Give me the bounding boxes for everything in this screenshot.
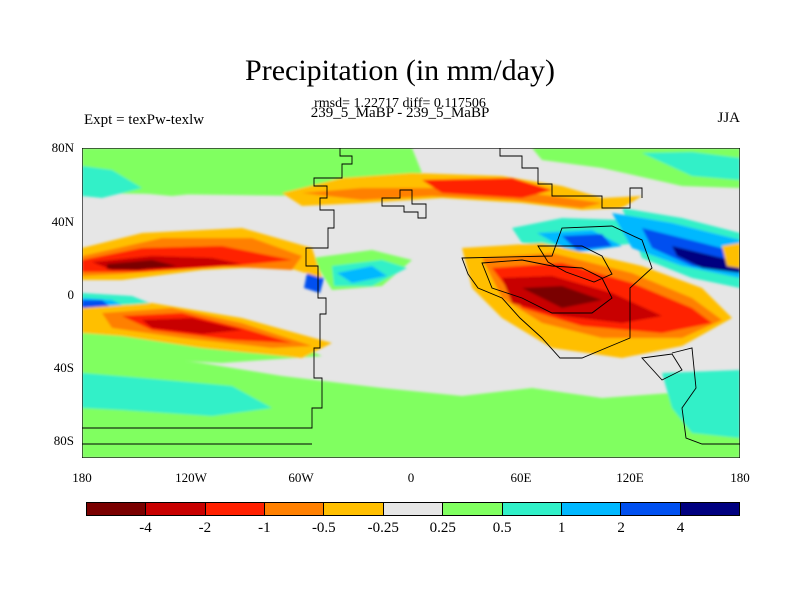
colorbar-swatch — [265, 503, 325, 515]
colorbar-label: -0.25 — [367, 520, 399, 536]
y-tick-80n: 80N — [51, 140, 74, 155]
experiment-label: Expt = texPw-texlw — [84, 112, 205, 128]
colorbar-swatch — [324, 503, 384, 515]
colorbar-label: 2 — [617, 520, 625, 536]
y-tick-40n: 40N — [51, 214, 74, 229]
colorbar-swatch — [146, 503, 206, 515]
colorbar-label: 1 — [557, 520, 566, 536]
colorbar-label: 4 — [676, 520, 685, 536]
colorbar-swatch — [205, 503, 266, 515]
colorbar-label: -0.5 — [311, 520, 336, 536]
colorbar-label: 0.5 — [492, 520, 512, 536]
precipitation-map — [82, 148, 740, 458]
colorbar-swatch — [561, 503, 622, 515]
x-tick-60w: 60W — [288, 470, 314, 485]
colorbar-label: 0.25 — [429, 520, 456, 536]
x-tick-0: 0 — [407, 470, 415, 485]
y-tick-80s: 80S — [53, 433, 74, 448]
colorbar-label: -4 — [139, 520, 152, 536]
stats-text: rmsd= 1.22717 diff= 0.117506 — [314, 96, 486, 111]
colorbar-swatch — [502, 503, 562, 515]
x-tick-60e: 60E — [510, 470, 532, 485]
y-tick-0: 0 — [67, 287, 75, 302]
plot-title: Precipitation (in mm/day) — [245, 54, 555, 87]
plot-subtitle: 239_5_MaBP - 239_5_MaBP — [310, 105, 490, 121]
x-tick-120e: 120E — [616, 470, 644, 485]
colorbar-label: -2 — [198, 520, 212, 536]
colorbar-swatch — [680, 503, 739, 515]
x-tick-120w: 120W — [175, 470, 207, 485]
y-tick-40s: 40S — [53, 360, 74, 375]
colorbar-swatch — [383, 503, 444, 515]
season-label: JJA — [717, 110, 740, 126]
colorbar-swatch — [87, 503, 147, 515]
x-tick-180e: 180 — [730, 470, 750, 485]
colorbar-swatch — [621, 503, 681, 515]
x-tick-180w: 180 — [72, 470, 92, 485]
colorbar-label: -1 — [258, 520, 271, 536]
colorbar — [86, 502, 740, 516]
colorbar-swatch — [443, 503, 503, 515]
